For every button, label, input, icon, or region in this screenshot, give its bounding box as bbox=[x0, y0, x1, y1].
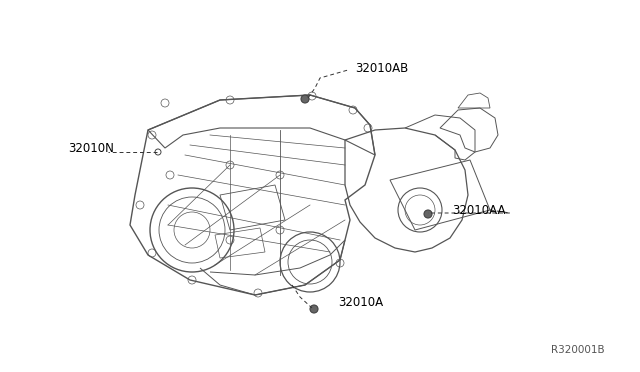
Text: R320001B: R320001B bbox=[552, 345, 605, 355]
Text: 32010N: 32010N bbox=[68, 141, 114, 154]
Circle shape bbox=[424, 210, 432, 218]
Text: 32010AB: 32010AB bbox=[355, 61, 408, 74]
Circle shape bbox=[310, 305, 318, 313]
Text: 32010AA: 32010AA bbox=[452, 203, 506, 217]
Circle shape bbox=[301, 95, 309, 103]
Text: 32010A: 32010A bbox=[338, 296, 383, 310]
